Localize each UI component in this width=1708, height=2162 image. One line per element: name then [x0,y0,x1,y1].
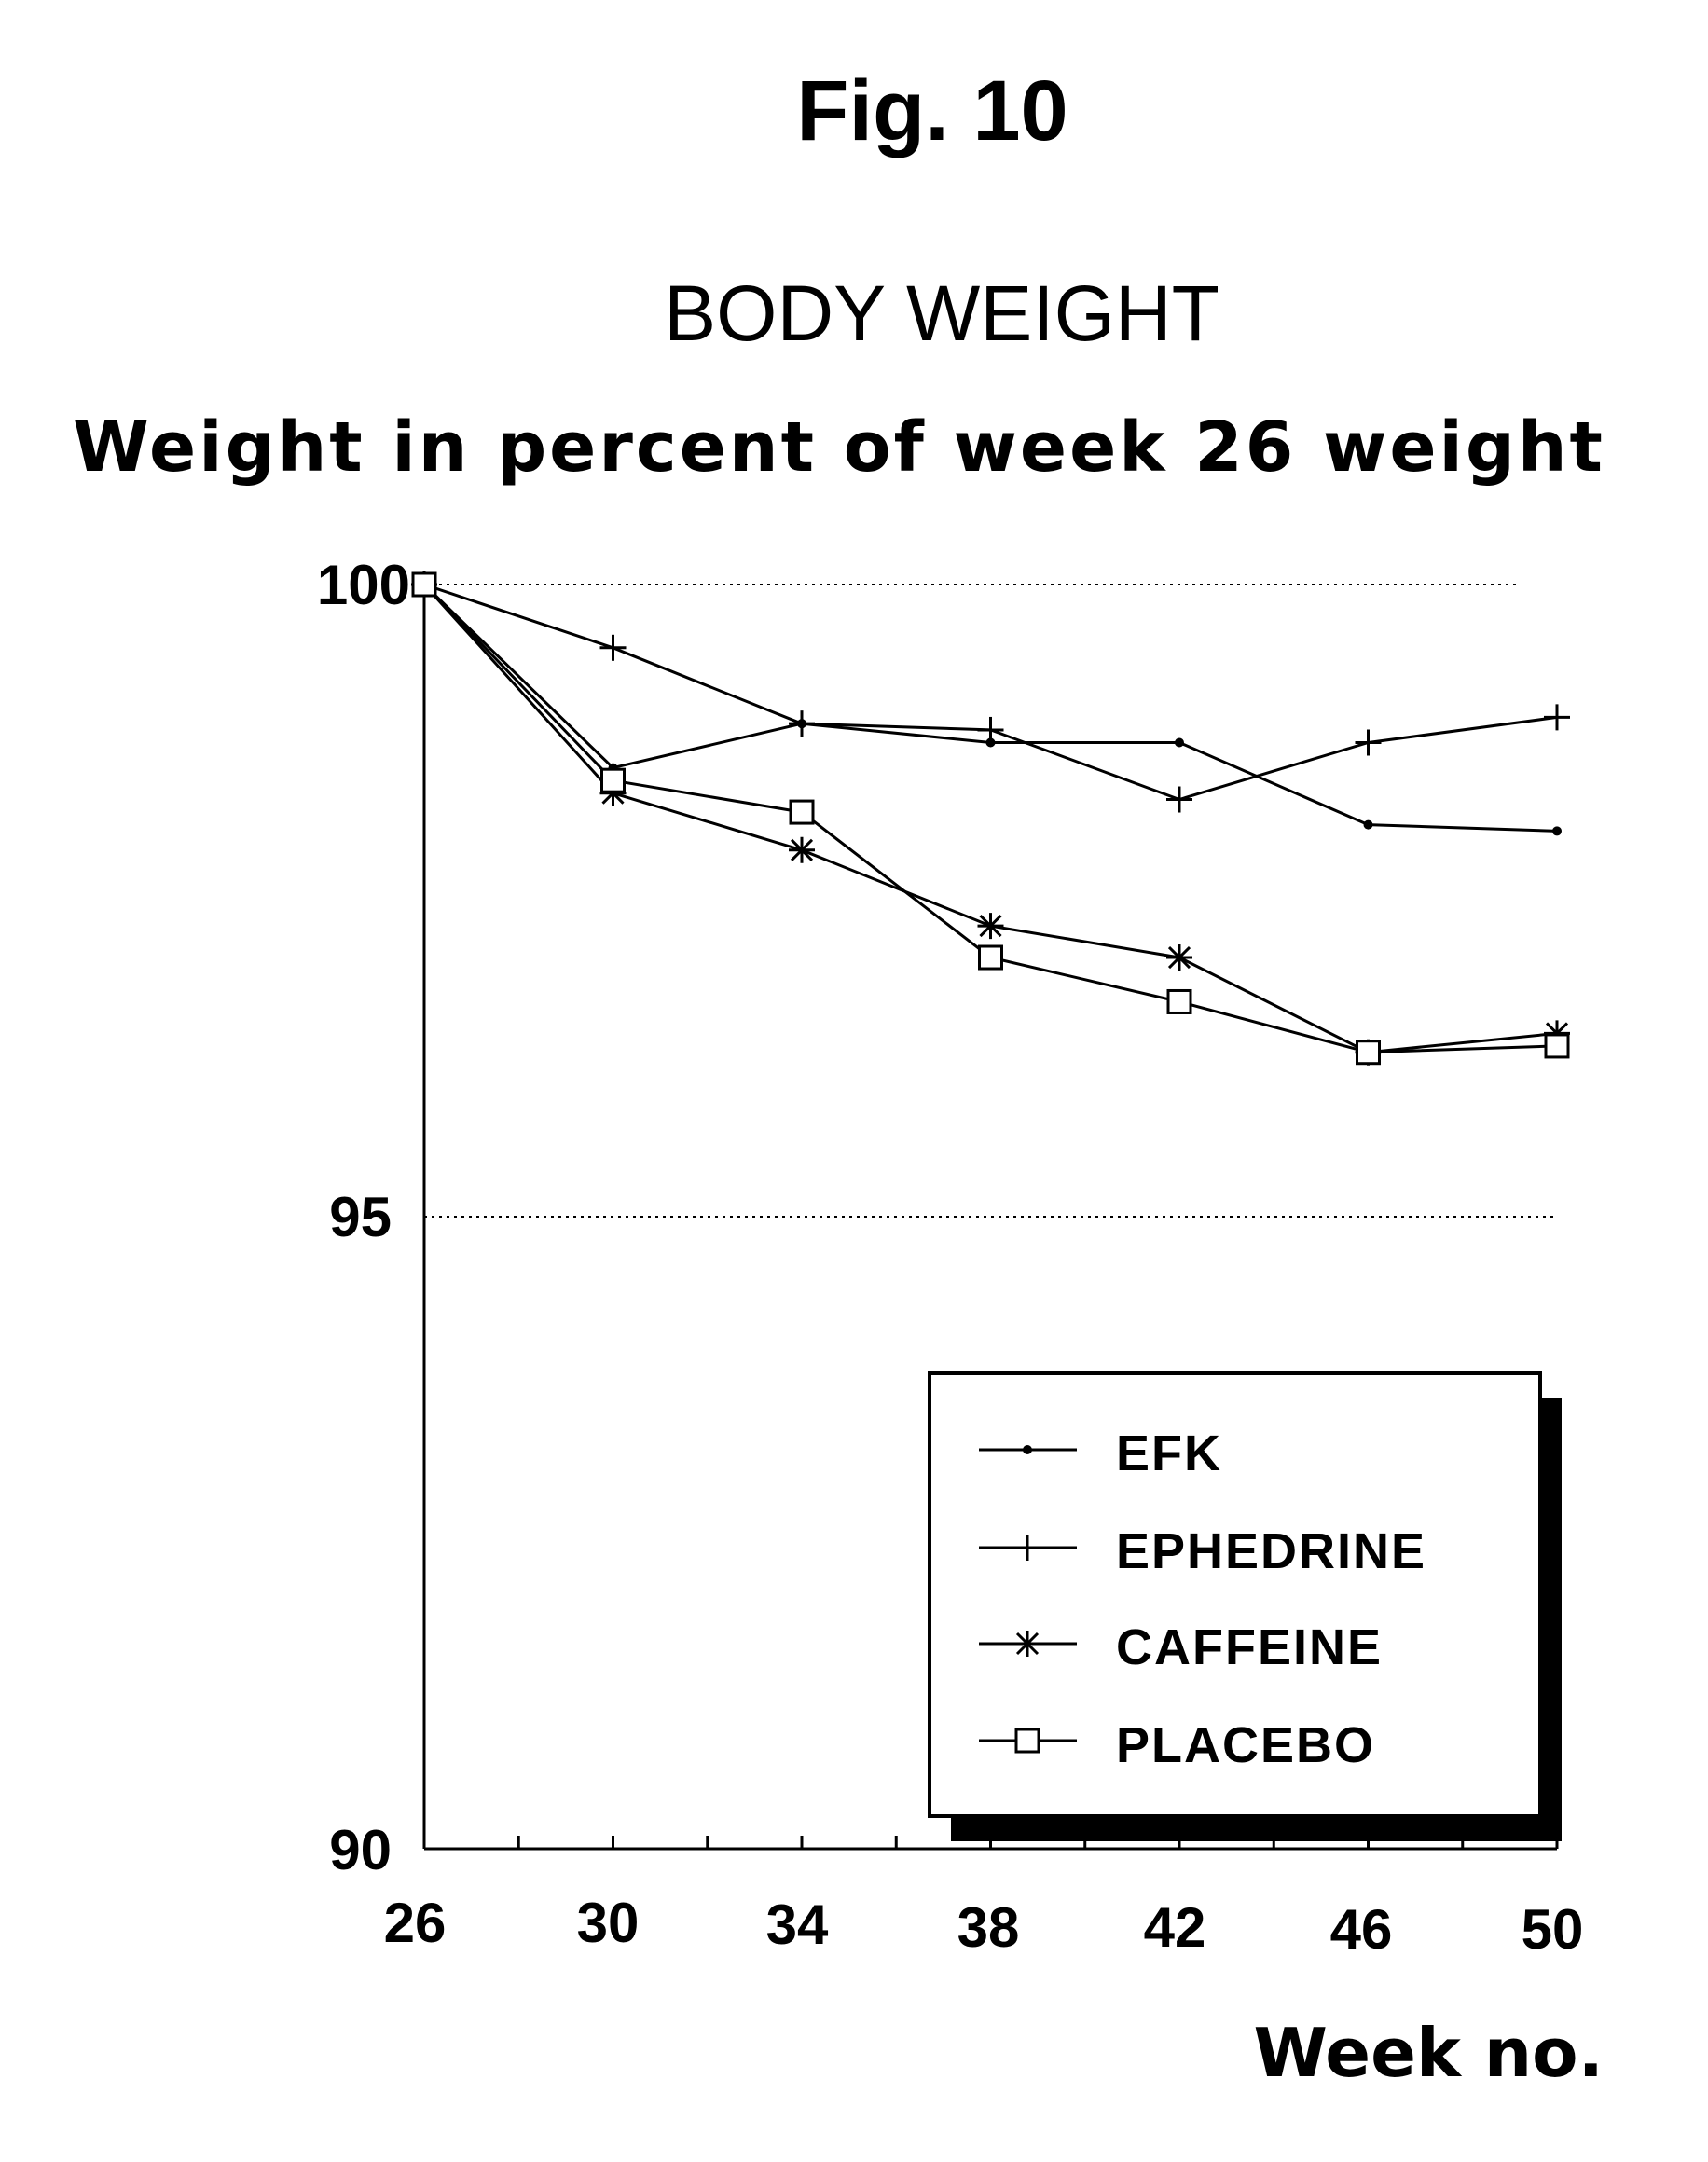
series-line-ephedrine [424,585,1557,800]
point-efk-week-46 [1364,820,1373,830]
legend-label-efk: EFK [1116,1425,1222,1481]
point-ephedrine-week-46 [1356,730,1382,756]
legend: EFK EPHEDRINE CAFFEINE PLACEBO [930,1373,1562,1841]
legend-label-placebo: PLACEBO [1116,1717,1375,1773]
y-axis-labels: 100 95 90 [317,554,410,1881]
legend-key-marker-efk [1023,1445,1032,1454]
chart-subtitle: Weight in percent of week 26 weight [73,407,1605,488]
x-tick-label-42: 42 [1144,1896,1206,1959]
figure-label: Fig. 10 [796,63,1068,158]
point-ephedrine-week-50 [1544,704,1570,730]
y-tick-label-95: 95 [329,1186,392,1248]
x-tick-label-50: 50 [1522,1898,1584,1961]
point-ephedrine-week-30 [600,635,627,661]
y-tick-label-90: 90 [329,1819,392,1881]
point-placebo-week-38 [980,946,1002,969]
x-axis-labels: 26 30 34 38 42 46 50 [384,1892,1584,1961]
series-group [411,571,1570,1066]
legend-label-ephedrine: EPHEDRINE [1116,1523,1426,1579]
point-placebo-week-50 [1546,1035,1568,1057]
point-efk-week-50 [1552,826,1562,835]
x-axis-title: Week no. [1253,2014,1604,2092]
legend-label-caffeine: CAFFEINE [1116,1619,1383,1675]
y-tick-label-100: 100 [317,554,410,616]
body-weight-chart: Fig. 10 BODY WEIGHT Weight in percent of… [0,0,1708,2162]
point-caffeine-week-38 [978,913,1004,939]
series-line-efk [424,585,1557,831]
legend-key-marker-caffeine [1014,1631,1040,1657]
legend-key-marker-placebo [1016,1729,1039,1752]
point-placebo-week-42 [1168,990,1191,1012]
chart-title: BODY WEIGHT [664,269,1219,357]
point-caffeine-week-42 [1166,944,1192,971]
point-placebo-week-46 [1357,1041,1380,1064]
point-placebo-week-26 [413,573,435,596]
point-efk-week-42 [1175,738,1184,748]
point-ephedrine-week-38 [978,717,1004,743]
point-ephedrine-week-34 [789,710,815,737]
point-ephedrine-week-42 [1166,787,1192,813]
series-line-caffeine [424,585,1557,1053]
point-placebo-week-30 [602,769,625,792]
point-placebo-week-34 [791,801,813,823]
point-caffeine-week-34 [789,837,815,863]
series-line-placebo [424,585,1557,1053]
x-tick-label-30: 30 [577,1892,640,1954]
x-tick-label-46: 46 [1330,1898,1393,1961]
x-tick-label-26: 26 [384,1892,447,1954]
x-tick-label-38: 38 [957,1896,1020,1959]
x-tick-label-34: 34 [766,1893,829,1956]
